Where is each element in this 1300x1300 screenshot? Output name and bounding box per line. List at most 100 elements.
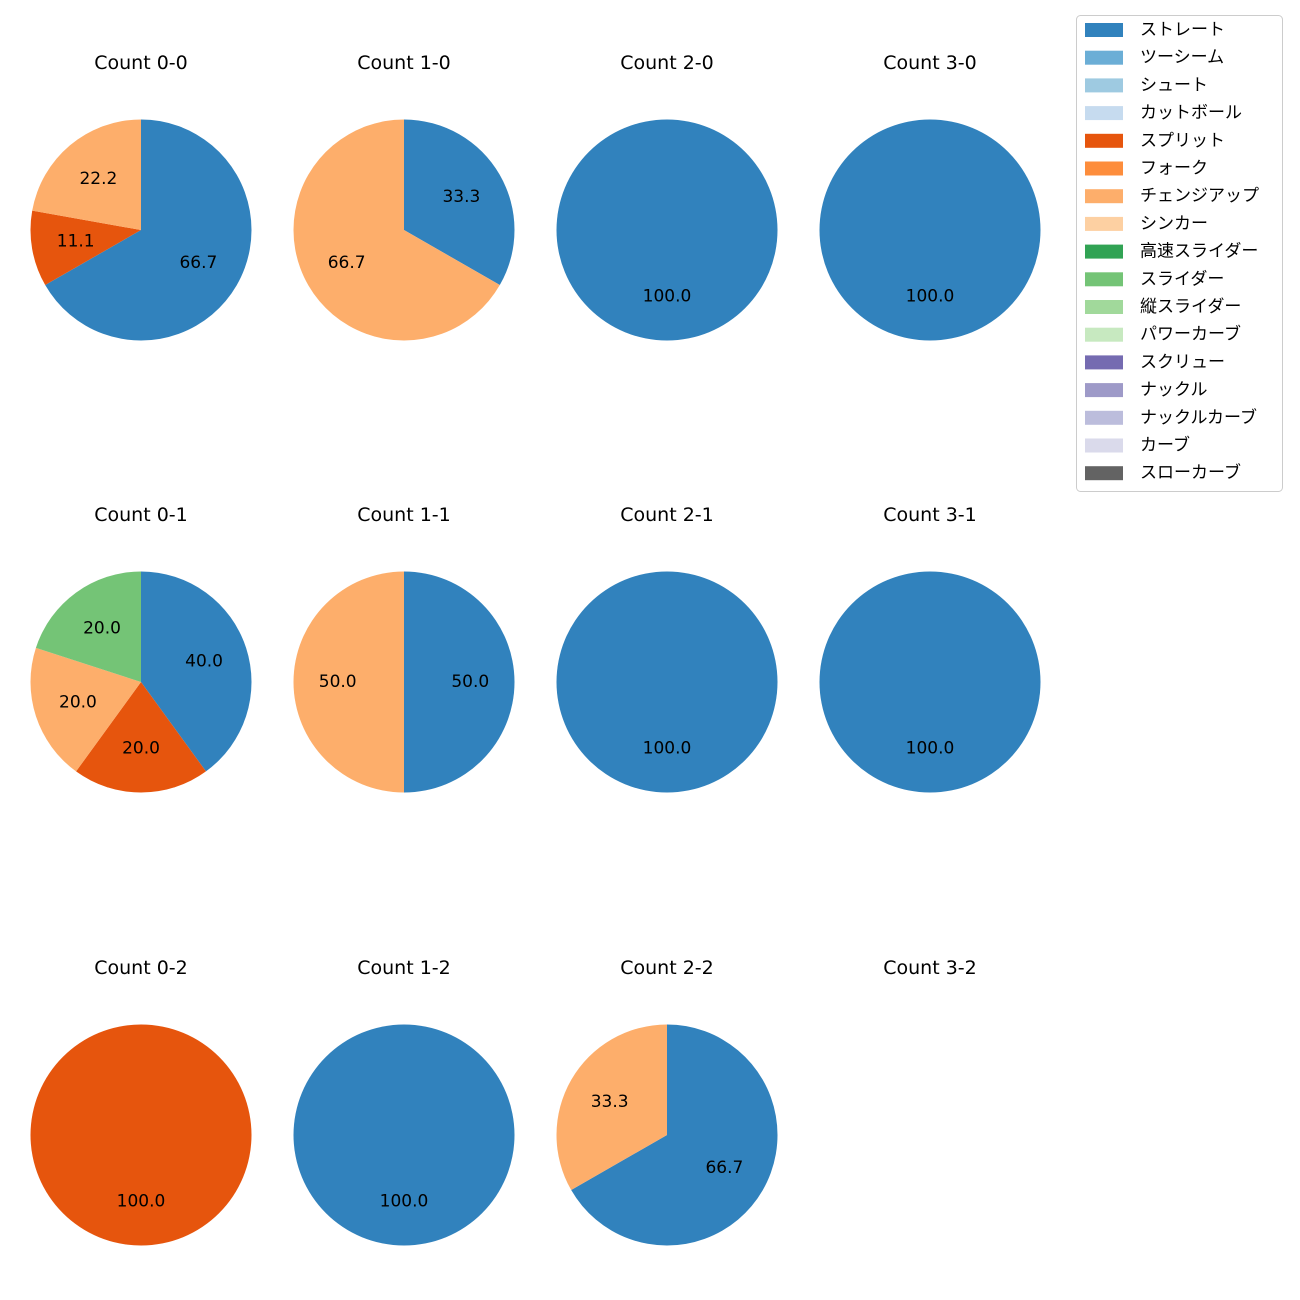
legend-item: シュート: [1085, 75, 1208, 95]
legend-swatch: [1085, 189, 1123, 204]
legend-item: フォーク: [1085, 159, 1208, 179]
pie-slice-label: 50.0: [319, 672, 357, 692]
pie-panel: Count 2-2 66.7 33.3: [556, 957, 778, 1246]
pie-slice: [76, 682, 206, 793]
pie-panel: Count 2-1 100.0: [556, 504, 778, 793]
legend-frame: [1076, 15, 1283, 492]
legend-swatch: [1085, 216, 1123, 231]
pie-slice: [404, 119, 515, 286]
legend-label: チェンジアップ: [1140, 186, 1259, 206]
pie-slice-label: 100.0: [380, 1191, 429, 1211]
pie-slice: [141, 571, 252, 772]
legend-item: 縦スライダー: [1085, 297, 1241, 317]
pie-slice: [556, 119, 778, 341]
legend-item: チェンジアップ: [1085, 186, 1259, 206]
legend-swatch: [1085, 438, 1123, 453]
legend-item: カーブ: [1085, 435, 1190, 456]
pie-slice: [556, 1024, 667, 1191]
legend-swatch: [1085, 327, 1123, 342]
legend-label: スライダー: [1140, 269, 1224, 289]
pie-panel: Count 1-0 33.3 66.7: [293, 52, 515, 341]
pie-slice: [293, 571, 404, 793]
pie-panel: Count 0-0 66.7 11.1 22.2: [30, 52, 252, 341]
pie-slice: [819, 571, 1041, 793]
pie-slice-label: 100.0: [117, 1191, 166, 1211]
pie-title: Count 1-0: [357, 52, 451, 74]
pie-panel: Count 0-2 100.0: [30, 957, 252, 1246]
pie-slice-label: 20.0: [83, 618, 121, 638]
legend-item: スローカーブ: [1085, 462, 1241, 483]
legend-swatch: [1085, 355, 1123, 370]
legend-label: ストレート: [1140, 20, 1225, 40]
legend-label: カットボール: [1140, 103, 1242, 123]
pie-panel: Count 1-1 50.0 50.0: [293, 504, 515, 793]
pie-slice: [556, 571, 778, 793]
pie-title: Count 1-2: [357, 957, 451, 979]
pie-slice: [35, 571, 141, 682]
pie-slice-label: 66.7: [328, 253, 366, 273]
pie-panel: Count 0-1 40.0 20.0 20.0 20.0: [30, 504, 252, 793]
pie-title: Count 0-1: [94, 504, 188, 526]
legend-swatch: [1085, 23, 1123, 37]
legend-swatch: [1085, 244, 1123, 259]
legend-label: ナックル: [1140, 380, 1208, 400]
pie-slice: [819, 119, 1041, 341]
legend-item: シンカー: [1085, 214, 1208, 234]
pie-slice-label: 100.0: [643, 738, 692, 758]
pie-title: Count 0-2: [94, 957, 188, 979]
pie-title: Count 2-0: [620, 52, 714, 74]
pie-panel: Count 2-0 100.0: [556, 52, 778, 341]
pie-slice-label: 40.0: [185, 652, 223, 672]
pie-title: Count 3-2: [883, 957, 977, 979]
legend-label: スクリュー: [1140, 352, 1225, 372]
legend-item: スライダー: [1085, 269, 1224, 289]
legend-item: カットボール: [1085, 103, 1242, 123]
legend-item: パワーカーブ: [1085, 324, 1241, 345]
legend-swatch: [1085, 300, 1123, 314]
pie-panel: Count 3-2: [883, 957, 977, 979]
pie-slice-label: 66.7: [705, 1158, 743, 1178]
legend-swatch: [1085, 383, 1123, 398]
legend-label: ナックルカーブ: [1140, 407, 1257, 428]
pie-slice-label: 100.0: [906, 286, 955, 306]
legend-label: 高速スライダー: [1140, 242, 1258, 262]
pie-slice-label: 11.1: [57, 231, 95, 251]
legend-item: 高速スライダー: [1085, 242, 1258, 262]
legend-item: スプリット: [1085, 131, 1225, 151]
pie-slice: [293, 119, 500, 341]
pie-slice-label: 50.0: [451, 672, 489, 692]
pie-slice-label: 22.2: [79, 169, 117, 189]
pie-panel: Count 3-0 100.0: [819, 52, 1041, 341]
legend-swatch: [1085, 78, 1123, 93]
legend-swatch: [1085, 106, 1123, 121]
pie-title: Count 2-1: [620, 504, 714, 526]
pie-title: Count 2-2: [620, 957, 714, 979]
legend: ストレートツーシームシュートカットボールスプリットフォークチェンジアップシンカー…: [1076, 15, 1283, 492]
pie-slice: [45, 119, 252, 341]
pie-panel: Count 1-2 100.0: [293, 957, 515, 1246]
legend-item: ナックル: [1085, 380, 1208, 400]
legend-swatch: [1085, 161, 1123, 176]
pie-slice: [30, 647, 142, 772]
pie-slice: [571, 1024, 778, 1246]
legend-label: スローカーブ: [1140, 462, 1241, 483]
legend-item: ナックルカーブ: [1085, 407, 1257, 428]
legend-swatch: [1085, 133, 1123, 148]
legend-label: シュート: [1140, 75, 1208, 95]
pie-slice-label: 20.0: [122, 738, 160, 758]
legend-label: パワーカーブ: [1140, 324, 1241, 345]
legend-label: シンカー: [1140, 214, 1208, 234]
pie-slice-label: 66.7: [179, 253, 217, 273]
legend-swatch: [1085, 272, 1123, 287]
legend-item: ツーシーム: [1085, 48, 1224, 68]
pie-slice-label: 100.0: [906, 738, 955, 758]
legend-label: ツーシーム: [1140, 48, 1224, 68]
pie-title: Count 0-0: [94, 52, 188, 74]
pie-title: Count 3-0: [883, 52, 977, 74]
pie-title: Count 3-1: [883, 504, 977, 526]
pie-slice: [293, 1024, 515, 1246]
pie-slice: [30, 210, 141, 286]
legend-label: カーブ: [1140, 435, 1190, 456]
